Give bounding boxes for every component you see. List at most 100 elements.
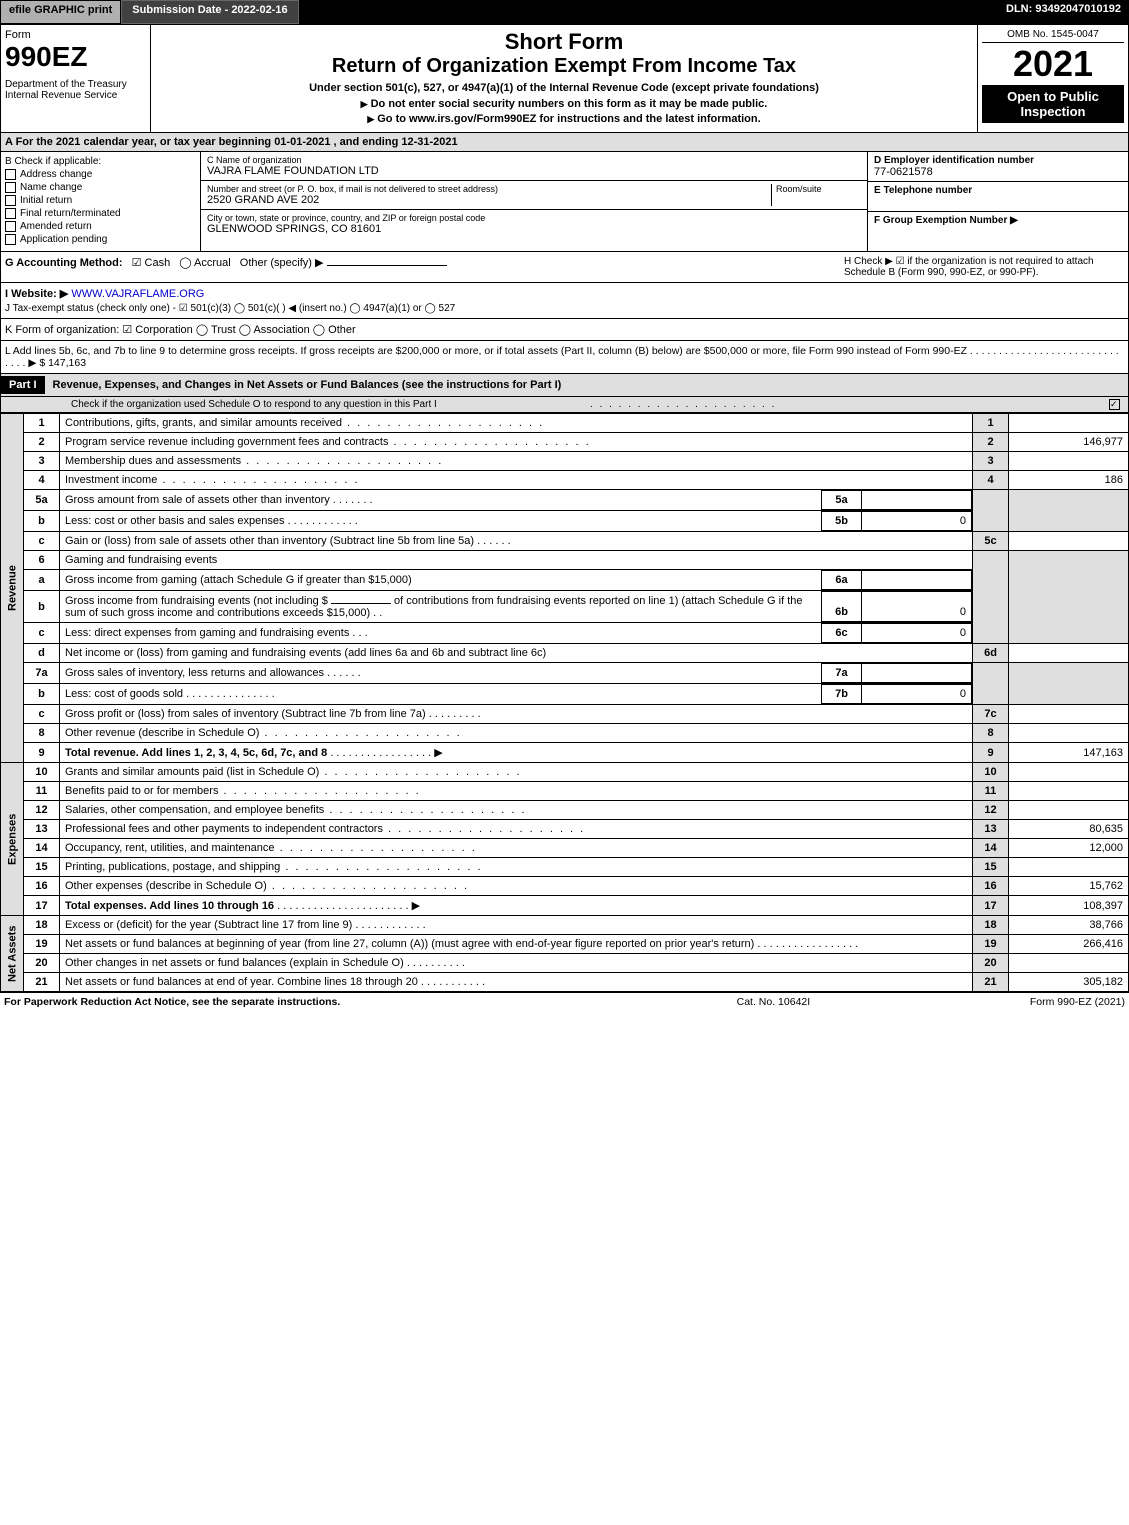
line-17-text: Total expenses. Add lines 10 through 16 bbox=[65, 900, 274, 912]
return-title: Return of Organization Exempt From Incom… bbox=[155, 55, 973, 78]
initial-return-checkbox[interactable] bbox=[5, 195, 16, 206]
line-21-amount: 305,182 bbox=[1009, 973, 1129, 992]
line-12-text: Salaries, other compensation, and employ… bbox=[65, 804, 324, 816]
section-c: C Name of organization VAJRA FLAME FOUND… bbox=[201, 152, 868, 251]
line-19-text: Net assets or fund balances at beginning… bbox=[65, 938, 754, 950]
other-option: Other (specify) bbox=[240, 257, 312, 269]
part1-table: Revenue 1Contributions, gifts, grants, a… bbox=[0, 413, 1129, 992]
form-header: Form 990EZ Department of the Treasury In… bbox=[0, 24, 1129, 133]
amended-return-checkbox[interactable] bbox=[5, 221, 16, 232]
form-footer: Form 990-EZ (2021) bbox=[1030, 996, 1125, 1008]
line-5b-text: Less: cost or other basis and sales expe… bbox=[65, 515, 285, 527]
dept-label: Department of the Treasury bbox=[5, 79, 146, 90]
website-link[interactable]: WWW.VAJRAFLAME.ORG bbox=[71, 288, 204, 300]
section-de: D Employer identification number 77-0621… bbox=[868, 152, 1128, 251]
line-3-text: Membership dues and assessments bbox=[65, 455, 241, 467]
f-label: F Group Exemption Number ▶ bbox=[874, 215, 1122, 226]
city-state-zip: GLENWOOD SPRINGS, CO 81601 bbox=[207, 223, 861, 235]
line-14-amount: 12,000 bbox=[1009, 839, 1129, 858]
line-16-text: Other expenses (describe in Schedule O) bbox=[65, 880, 267, 892]
line-6a-text: Gross income from gaming (attach Schedul… bbox=[65, 574, 412, 586]
line-16-amount: 15,762 bbox=[1009, 877, 1129, 896]
line-6c-text: Less: direct expenses from gaming and fu… bbox=[65, 627, 349, 639]
ssn-note: Do not enter social security numbers on … bbox=[155, 98, 973, 110]
line-13-text: Professional fees and other payments to … bbox=[65, 823, 383, 835]
line-6b-text1: Gross income from fundraising events (no… bbox=[65, 595, 328, 607]
final-return-checkbox[interactable] bbox=[5, 208, 16, 219]
application-pending-checkbox[interactable] bbox=[5, 234, 16, 245]
form-label: Form bbox=[5, 29, 146, 41]
line-7b-text: Less: cost of goods sold bbox=[65, 688, 183, 700]
room-label: Room/suite bbox=[776, 184, 861, 194]
b-label: B Check if applicable: bbox=[5, 156, 196, 167]
cat-no: Cat. No. 10642I bbox=[517, 996, 1030, 1008]
tax-year: 2021 bbox=[982, 43, 1124, 85]
g-label: G Accounting Method: bbox=[5, 257, 123, 269]
d-label: D Employer identification number bbox=[874, 155, 1122, 166]
line-5a-text: Gross amount from sale of assets other t… bbox=[65, 494, 330, 506]
line-2-amount: 146,977 bbox=[1009, 433, 1129, 452]
line-1-amount bbox=[1009, 414, 1129, 433]
address-change-label: Address change bbox=[20, 169, 92, 180]
line-4-text: Investment income bbox=[65, 474, 157, 486]
line-3-amount bbox=[1009, 452, 1129, 471]
section-a: A For the 2021 calendar year, or tax yea… bbox=[0, 133, 1129, 152]
line-20-text: Other changes in net assets or fund bala… bbox=[65, 957, 404, 969]
org-name: VAJRA FLAME FOUNDATION LTD bbox=[207, 165, 861, 177]
schedule-o-checkbox[interactable] bbox=[1109, 399, 1120, 410]
form-number: 990EZ bbox=[5, 41, 146, 73]
irs-label: Internal Revenue Service bbox=[5, 90, 146, 101]
e-label: E Telephone number bbox=[874, 185, 1122, 196]
h-check: H Check ▶ ☑ if the organization is not r… bbox=[844, 256, 1124, 278]
line-6d-text: Net income or (loss) from gaming and fun… bbox=[60, 644, 973, 663]
line-9-amount: 147,163 bbox=[1009, 743, 1129, 763]
line-5b-amount: 0 bbox=[862, 512, 972, 531]
name-change-label: Name change bbox=[20, 182, 82, 193]
part1-label: Part I bbox=[1, 376, 45, 394]
line-6c-amount: 0 bbox=[862, 624, 972, 643]
open-inspection: Open to Public Inspection bbox=[982, 85, 1124, 123]
ein: 77-0621578 bbox=[874, 166, 1122, 178]
part1-title: Revenue, Expenses, and Changes in Net As… bbox=[45, 379, 1128, 391]
line-1-text: Contributions, gifts, grants, and simila… bbox=[65, 417, 342, 429]
application-pending-label: Application pending bbox=[20, 234, 107, 245]
street-label: Number and street (or P. O. box, if mail… bbox=[207, 184, 771, 194]
line-7c-text: Gross profit or (loss) from sales of inv… bbox=[65, 708, 426, 720]
section-b: B Check if applicable: Address change Na… bbox=[1, 152, 201, 251]
line-14-text: Occupancy, rent, utilities, and maintena… bbox=[65, 842, 275, 854]
dln: DLN: 93492047010192 bbox=[998, 0, 1129, 24]
name-change-checkbox[interactable] bbox=[5, 182, 16, 193]
top-bar: efile GRAPHIC print Submission Date - 20… bbox=[0, 0, 1129, 24]
omb-number: OMB No. 1545-0047 bbox=[982, 29, 1124, 43]
goto-link[interactable]: Go to www.irs.gov/Form990EZ for instruct… bbox=[155, 113, 973, 125]
cash-option: Cash bbox=[145, 257, 171, 269]
line-10-text: Grants and similar amounts paid (list in… bbox=[65, 766, 319, 778]
line-17-amount: 108,397 bbox=[1009, 896, 1129, 916]
address-change-checkbox[interactable] bbox=[5, 169, 16, 180]
submission-date: Submission Date - 2022-02-16 bbox=[121, 0, 298, 24]
line-18-amount: 38,766 bbox=[1009, 916, 1129, 935]
line-7b-amount: 0 bbox=[862, 685, 972, 704]
line-19-amount: 266,416 bbox=[1009, 935, 1129, 954]
line-5c-text: Gain or (loss) from sale of assets other… bbox=[65, 535, 474, 547]
line-18-text: Excess or (deficit) for the year (Subtra… bbox=[65, 919, 352, 931]
under-section: Under section 501(c), 527, or 4947(a)(1)… bbox=[155, 82, 973, 94]
netassets-sidelabel: Net Assets bbox=[1, 916, 24, 992]
expenses-sidelabel: Expenses bbox=[1, 763, 24, 916]
line-9-text: Total revenue. Add lines 1, 2, 3, 4, 5c,… bbox=[65, 747, 327, 759]
street-address: 2520 GRAND AVE 202 bbox=[207, 194, 771, 206]
efile-print-button[interactable]: efile GRAPHIC print bbox=[0, 0, 121, 24]
final-return-label: Final return/terminated bbox=[20, 208, 121, 219]
line-6-text: Gaming and fundraising events bbox=[60, 551, 973, 570]
short-form-title: Short Form bbox=[155, 29, 973, 55]
c-name-label: C Name of organization bbox=[207, 155, 861, 165]
initial-return-label: Initial return bbox=[20, 195, 72, 206]
line-8-text: Other revenue (describe in Schedule O) bbox=[65, 727, 259, 739]
j-tax-exempt: J Tax-exempt status (check only one) - ☑… bbox=[5, 303, 1124, 314]
line-6b-amount: 0 bbox=[862, 592, 972, 622]
line-7a-text: Gross sales of inventory, less returns a… bbox=[65, 667, 324, 679]
amended-return-label: Amended return bbox=[20, 221, 92, 232]
line-2-text: Program service revenue including govern… bbox=[65, 436, 388, 448]
revenue-sidelabel: Revenue bbox=[1, 414, 24, 763]
line-4-amount: 186 bbox=[1009, 471, 1129, 490]
